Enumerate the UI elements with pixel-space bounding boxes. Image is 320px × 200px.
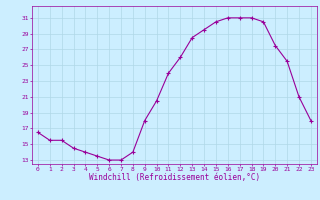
X-axis label: Windchill (Refroidissement éolien,°C): Windchill (Refroidissement éolien,°C) xyxy=(89,173,260,182)
